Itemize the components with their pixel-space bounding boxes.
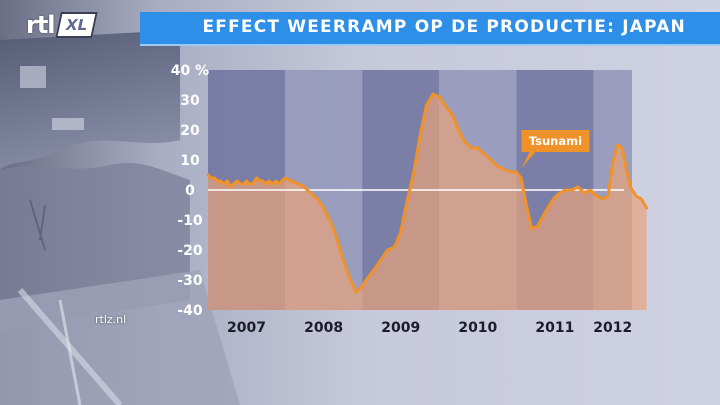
area-fill [208,94,647,310]
annotation-box [521,130,590,168]
y-tick-label: 30 [180,93,200,109]
logo-rtl-text: rtl [26,11,56,39]
y-tick-label: -20 [177,243,203,259]
y-tick-label: -30 [177,273,203,289]
annotation-callout: Tsunami [521,130,590,168]
y-tick-label: 40 % [171,63,209,79]
title-bar: EFFECT WEERRAMP OP DE PRODUCTIE: JAPAN [140,12,720,46]
x-tick-label: 2009 [381,320,420,336]
y-tick-label: -10 [177,213,203,229]
annotation-text: Tsunami [529,134,582,148]
watermark: rtlz.nl [95,313,127,326]
annotations: Tsunami [521,130,590,168]
y-tick-label: 10 [180,153,200,169]
channel-logo: rtl XL [26,11,98,39]
x-axis-ticks: 2007 2008 2009 2010 2011 2012 [227,320,632,336]
x-tick-label: 2012 [593,320,632,336]
x-tick-label: 2007 [227,320,266,336]
x-tick-label: 2010 [458,320,497,336]
y-tick-label: 0 [185,183,195,199]
x-tick-label: 2008 [304,320,343,336]
y-axis-ticks: 40 % 30 20 10 0 -10 -20 -30 -40 [171,63,209,319]
y-tick-label: -40 [177,303,203,319]
y-tick-label: 20 [180,123,200,139]
page-title: EFFECT WEERRAMP OP DE PRODUCTIE: JAPAN [202,17,686,37]
series-line [206,92,649,294]
x-tick-label: 2011 [535,320,574,336]
